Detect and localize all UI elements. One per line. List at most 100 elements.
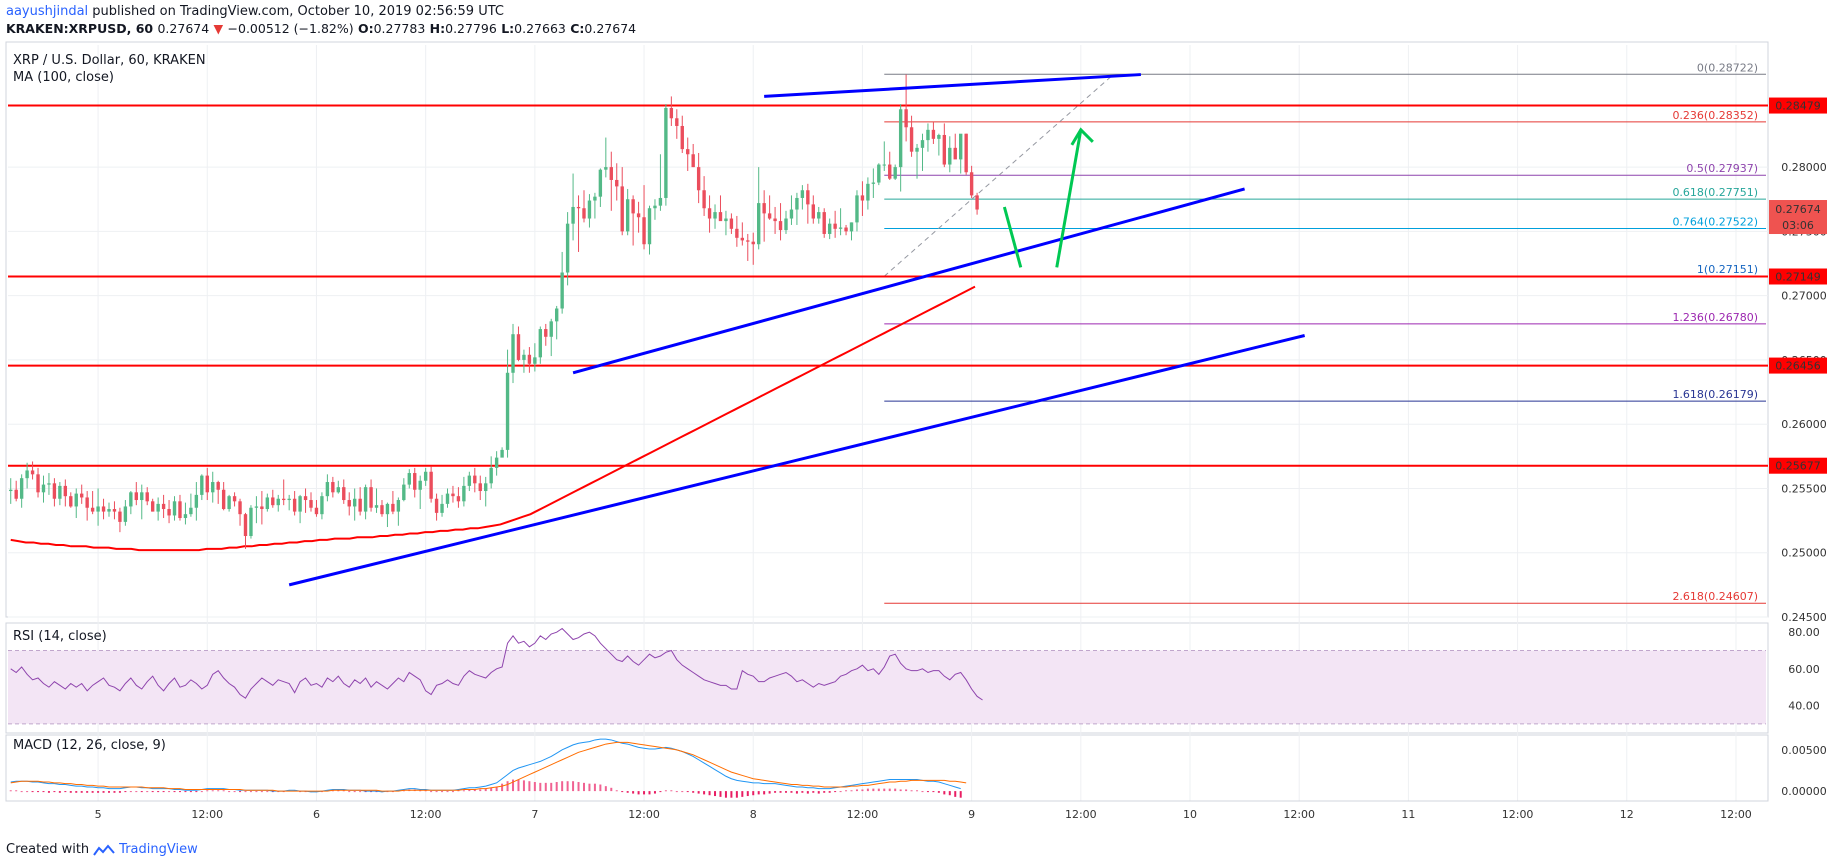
candle-body [249, 507, 253, 537]
created-with-text: Created with [6, 842, 90, 857]
candle-body [844, 227, 848, 232]
macd-histogram-bar [53, 791, 56, 793]
candle-body [287, 498, 291, 501]
rsi-legend: RSI (14, close) [13, 629, 107, 644]
candle-body [374, 505, 379, 508]
price-tick-label: 0.25000 [1781, 547, 1827, 560]
macd-histogram-bar [468, 789, 471, 792]
macd-tick-label: 0.00500 [1781, 744, 1827, 757]
x-tick-label: 12:00 [847, 808, 879, 821]
macd-histogram-bar [113, 791, 116, 793]
macd-histogram-bar [872, 788, 875, 792]
candle-body [500, 449, 504, 458]
low-label: L: [501, 21, 515, 36]
macd-histogram-bar [823, 791, 826, 793]
macd-histogram-bar [561, 781, 564, 792]
candle-body [702, 190, 706, 209]
candle-body [429, 471, 433, 499]
macd-histogram-bar [866, 788, 869, 792]
macd-histogram-bar [435, 791, 438, 793]
macd-histogram-bar [648, 791, 651, 795]
price-change: −0.00512 (−1.82%) [227, 21, 354, 36]
macd-histogram-bar [926, 791, 929, 793]
rsi-pane [8, 627, 1766, 725]
tradingview-brand-link[interactable]: TradingView [119, 842, 198, 857]
macd-histogram-bar [566, 781, 569, 792]
macd-histogram-bar [795, 791, 798, 794]
candle-body [926, 129, 930, 141]
candle-body [609, 167, 613, 180]
candle-body [751, 241, 755, 245]
projection-arrows [1002, 127, 1094, 268]
macd-histogram-bar [473, 789, 476, 792]
macd-histogram-bar [495, 786, 498, 792]
macd-histogram-bar [140, 791, 143, 793]
macd-histogram-bar [659, 791, 662, 793]
candle-body [216, 482, 220, 490]
macd-histogram-bar [102, 791, 105, 793]
macd-histogram-bar [512, 779, 515, 792]
candle-body [888, 164, 892, 179]
macd-histogram-bar [916, 790, 919, 792]
x-tick-label: 11 [1401, 808, 1415, 821]
macd-histogram-bar [195, 791, 198, 793]
macd-histogram-bar [943, 791, 946, 795]
candle-body [696, 167, 701, 191]
candle-body [975, 195, 979, 210]
candle-body [855, 195, 859, 223]
candle-body [221, 489, 226, 510]
candle-body [713, 212, 717, 219]
rsi-tick-label: 80.00 [1788, 626, 1820, 639]
macd-histogram-bar [9, 790, 12, 792]
fib-level-label: 1.618(0.26179) [1672, 388, 1758, 401]
level-price-tag-label: 0.25677 [1775, 460, 1821, 473]
candle-body [271, 497, 275, 506]
candle-body [265, 497, 270, 510]
macd-tick-label: 0.00000 [1781, 785, 1827, 798]
macd-histogram-bar [64, 791, 67, 793]
candle-body [849, 222, 854, 232]
macd-histogram-bar [58, 791, 61, 793]
macd-histogram-bar [233, 791, 236, 793]
macd-histogram-bar [533, 782, 536, 792]
macd-histogram-bar [664, 790, 667, 792]
candle-body [243, 514, 248, 537]
candle-body [942, 134, 947, 165]
candle-body [647, 208, 652, 245]
macd-histogram-bar [124, 791, 127, 793]
macd-histogram-bar [86, 791, 89, 793]
candle-body [920, 140, 925, 148]
candle-body [418, 480, 422, 490]
macd-histogram-bar [719, 791, 722, 797]
macd-histogram-bar [784, 791, 787, 793]
macd-histogram-bar [582, 782, 585, 792]
candle-body [140, 492, 144, 501]
candle-body [773, 218, 777, 222]
author-link[interactable]: aayushjindal [6, 4, 89, 19]
candle-body [948, 147, 952, 165]
candle-body [320, 496, 324, 515]
macd-histogram-bar [735, 791, 738, 798]
close-value: 0.27674 [584, 21, 637, 36]
publish-text: published on TradingView.com, October 10… [88, 4, 504, 19]
candle-body [724, 218, 728, 222]
macd-histogram-bar [91, 791, 94, 793]
candle-body [505, 372, 510, 450]
macd-histogram-bar [905, 789, 908, 792]
candle-body [467, 475, 472, 486]
candle-body [806, 190, 810, 205]
macd-histogram-bar [129, 791, 132, 793]
macd-histogram-bar [850, 790, 853, 792]
macd-histogram-bar [861, 789, 864, 792]
macd-histogram-bar [675, 791, 678, 793]
level-price-tag [1769, 97, 1827, 114]
candle-body [959, 133, 963, 160]
candle-body [789, 209, 794, 219]
candle-body [232, 496, 237, 502]
candle-body [555, 308, 559, 322]
macd-histogram-bar [506, 781, 509, 792]
axes-layer: 5 12:00 6 12:00 7 12:00 8 12:00 9 12:00 10 12:00 11 1… [6, 97, 1827, 821]
macd-histogram-bar [189, 791, 192, 793]
candle-body [473, 475, 477, 484]
